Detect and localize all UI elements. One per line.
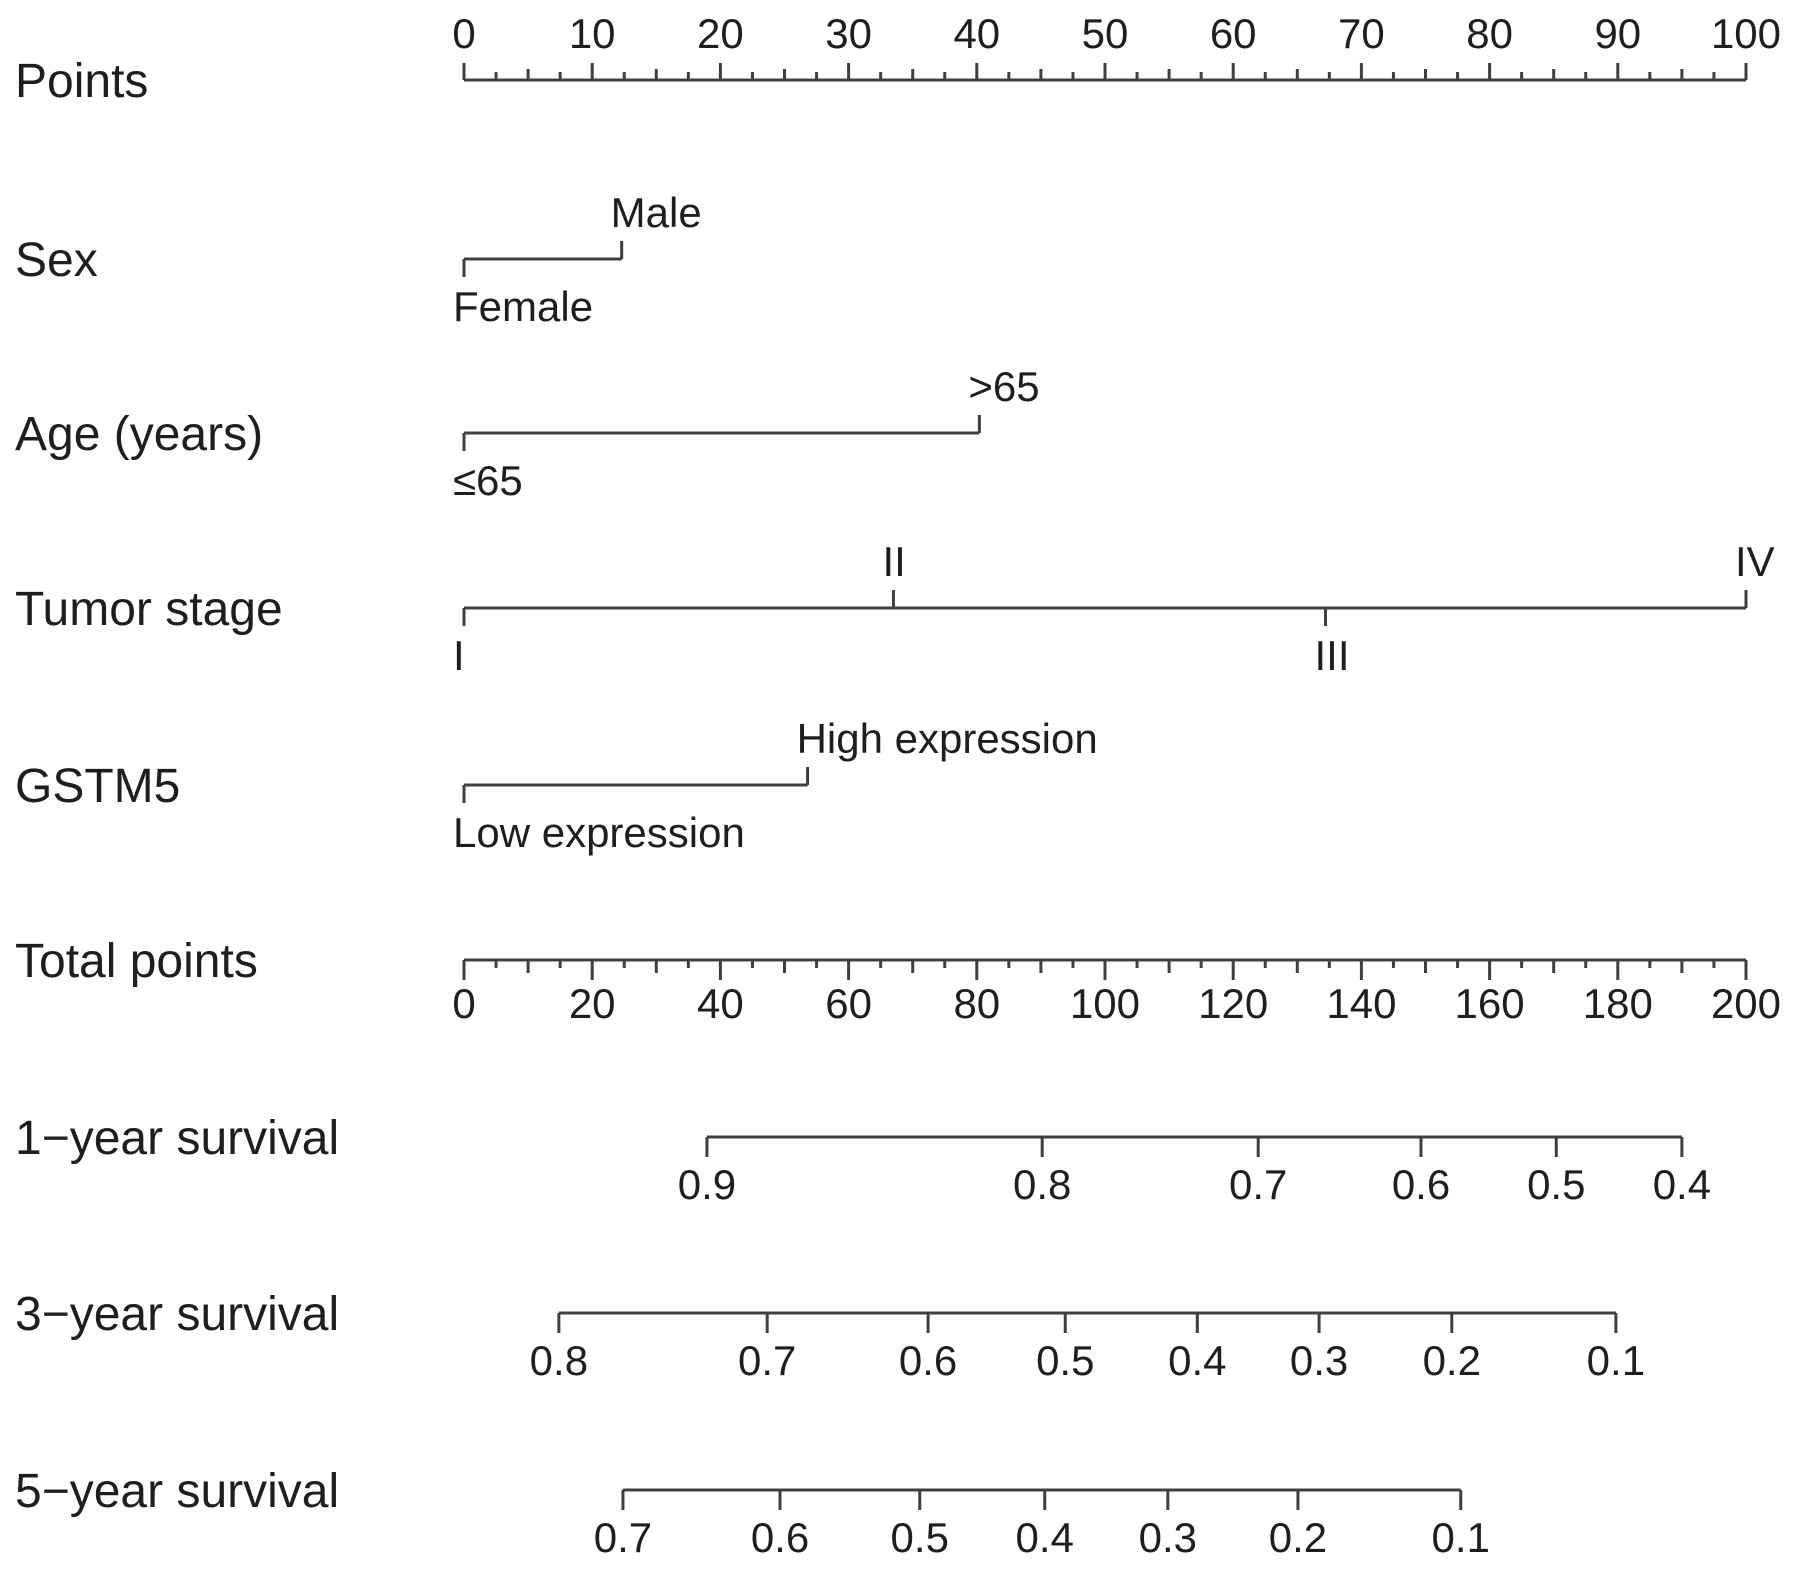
- row-sex: Sex Female Male: [15, 189, 702, 330]
- points-tick-label: 40: [953, 10, 1000, 57]
- sex-tick-label: Male: [611, 189, 702, 236]
- survival-3yr-tick-label: 0.6: [899, 1337, 957, 1384]
- survival-1yr-tick-label: 0.6: [1392, 1161, 1450, 1208]
- survival-3yr-tick-label: 0.1: [1587, 1337, 1645, 1384]
- tumor-stage-tick-label: IV: [1735, 538, 1775, 585]
- row-total-points: Total points 0 20 40 60 80 100 120 140 160 180 200: [15, 935, 1781, 1027]
- row-label-survival-3yr: 3−year survival: [15, 1288, 339, 1341]
- survival-5yr-tick-label: 0.2: [1269, 1514, 1327, 1561]
- row-survival-1yr: 1−year survival 0.9 0.8 0.7 0.6 0.5 0.4: [15, 1112, 1711, 1208]
- row-survival-3yr: 3−year survival 0.8 0.7 0.6 0.5 0.4 0.3 0.2 0.1: [15, 1288, 1645, 1384]
- survival-1yr-tick-label: 0.4: [1653, 1161, 1711, 1208]
- row-label-age: Age (years): [15, 408, 263, 461]
- survival-1yr-tick-label: 0.8: [1013, 1161, 1071, 1208]
- total-points-tick-label: 180: [1583, 980, 1653, 1027]
- gstm5-tick-label: High expression: [797, 715, 1098, 762]
- row-gstm5: GSTM5 Low expression High expression: [15, 715, 1098, 856]
- points-tick-label: 60: [1210, 10, 1257, 57]
- points-tick-label: 20: [697, 10, 744, 57]
- survival-1yr-tick-label: 0.5: [1527, 1161, 1585, 1208]
- survival-3yr-tick-label: 0.2: [1423, 1337, 1481, 1384]
- sex-tick-label: Female: [453, 283, 593, 330]
- age-tick-label: >65: [968, 363, 1039, 410]
- points-tick-label: 30: [825, 10, 872, 57]
- row-survival-5yr: 5−year survival 0.7 0.6 0.5 0.4 0.3 0.2 0.1: [15, 1465, 1490, 1561]
- gstm5-tick-label: Low expression: [453, 809, 745, 856]
- total-points-tick-label: 160: [1455, 980, 1525, 1027]
- survival-1yr-tick-label: 0.9: [678, 1161, 736, 1208]
- row-label-survival-1yr: 1−year survival: [15, 1112, 339, 1165]
- total-points-tick-label: 200: [1711, 980, 1781, 1027]
- survival-3yr-tick-label: 0.7: [738, 1337, 796, 1384]
- tumor-stage-tick-label: I: [453, 632, 465, 679]
- total-points-tick-label: 80: [953, 980, 1000, 1027]
- row-age: Age (years) ≤65 >65: [15, 363, 1040, 504]
- points-tick-label: 80: [1466, 10, 1513, 57]
- points-tick-label: 70: [1338, 10, 1385, 57]
- tumor-stage-tick-label: II: [882, 538, 905, 585]
- points-tick-label: 0: [452, 10, 475, 57]
- points-tick-label: 100: [1711, 10, 1781, 57]
- total-points-tick-label: 100: [1070, 980, 1140, 1027]
- total-points-tick-label: 60: [825, 980, 872, 1027]
- survival-3yr-tick-label: 0.3: [1290, 1337, 1348, 1384]
- survival-5yr-tick-label: 0.4: [1016, 1514, 1074, 1561]
- survival-5yr-tick-label: 0.3: [1139, 1514, 1197, 1561]
- survival-5yr-tick-label: 0.7: [594, 1514, 652, 1561]
- total-points-tick-label: 140: [1326, 980, 1396, 1027]
- age-tick-label: ≤65: [453, 457, 523, 504]
- row-label-tumor-stage: Tumor stage: [15, 583, 283, 636]
- survival-5yr-tick-label: 0.6: [751, 1514, 809, 1561]
- row-label-sex: Sex: [15, 234, 98, 287]
- survival-3yr-tick-label: 0.8: [530, 1337, 588, 1384]
- survival-3yr-tick-label: 0.4: [1168, 1337, 1226, 1384]
- survival-5yr-tick-label: 0.5: [891, 1514, 949, 1561]
- survival-5yr-tick-label: 0.1: [1432, 1514, 1490, 1561]
- row-label-gstm5: GSTM5: [15, 760, 180, 813]
- total-points-tick-label: 20: [569, 980, 616, 1027]
- tumor-stage-tick-label: III: [1315, 632, 1350, 679]
- points-tick-label: 10: [569, 10, 616, 57]
- row-label-total-points: Total points: [15, 935, 258, 988]
- points-tick-label: 90: [1594, 10, 1641, 57]
- total-points-tick-label: 40: [697, 980, 744, 1027]
- total-points-tick-label: 120: [1198, 980, 1268, 1027]
- row-label-survival-5yr: 5−year survival: [15, 1465, 339, 1518]
- points-tick-label: 50: [1082, 10, 1129, 57]
- total-points-tick-label: 0: [452, 980, 475, 1027]
- survival-3yr-tick-label: 0.5: [1036, 1337, 1094, 1384]
- row-label-points: Points: [15, 55, 148, 108]
- survival-1yr-tick-label: 0.7: [1229, 1161, 1287, 1208]
- row-points: Points 0 10 20 30 40 50 60 70 80 90 100: [15, 10, 1781, 108]
